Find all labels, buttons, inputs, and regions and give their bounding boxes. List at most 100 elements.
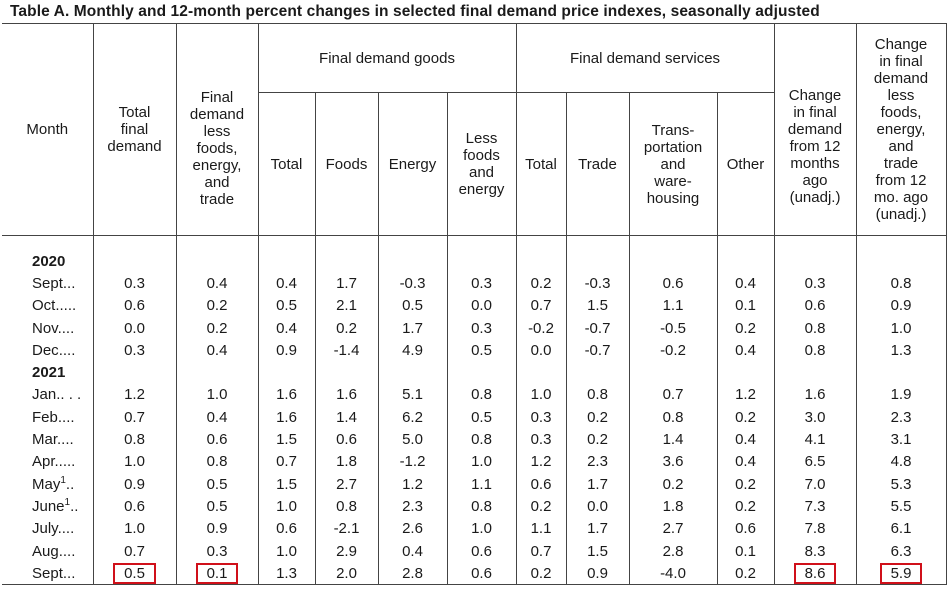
header-line: demand — [787, 121, 843, 138]
empty-cell — [628, 361, 717, 384]
value-cell: 0.6 — [257, 517, 315, 540]
header-line: Less — [465, 130, 498, 147]
value-cell: 0.8 — [628, 406, 717, 429]
table-row: July.... 1.0 0.9 0.6 -2.1 2.6 1.0 1.1 1.7 2.7 0.6 7… — [2, 517, 947, 540]
value-cell: 0.6 — [92, 495, 176, 518]
month-cell: Apr..... — [2, 451, 93, 473]
header-line: energy, — [876, 121, 926, 138]
value-cell: 2.8 — [628, 539, 717, 563]
empty-cell — [855, 361, 947, 384]
value-cell: 0.6 — [628, 272, 717, 295]
header-month: Month — [2, 23, 93, 236]
value-cell: -0.2 — [628, 339, 717, 362]
value-cell: 0.9 — [175, 517, 258, 540]
value-cell: 1.0 — [515, 383, 566, 407]
value-cell: 2.8 — [377, 562, 447, 586]
value-cell: 1.0 — [446, 450, 516, 473]
value-cell: 1.0 — [855, 316, 947, 340]
highlighted-value: 8.6 — [793, 562, 837, 584]
empty-cell — [314, 361, 378, 384]
header-line: less — [203, 123, 231, 140]
dot-leader: ..... — [54, 453, 76, 471]
header-line: demand — [873, 70, 929, 87]
value-cell: 0.2 — [175, 294, 258, 317]
table-row: Sept... 0.3 0.4 0.4 1.7 -0.3 0.3 0.2 -0.3 0.6 0.4 0… — [2, 272, 947, 295]
header-services-other: Other — [716, 92, 775, 236]
value-cell: 1.6 — [257, 383, 315, 407]
value-cell: 1.2 — [515, 450, 566, 473]
dot-leader: .... — [57, 319, 75, 337]
month-label: Jan — [32, 386, 57, 404]
header-line: portation — [643, 138, 703, 156]
header-lines: Less foods and energy — [448, 130, 516, 198]
month-label: Feb — [32, 408, 58, 426]
value-cell: 1.4 — [314, 406, 378, 429]
value-cell: 0.7 — [515, 539, 566, 563]
table-row: May1.. 0.9 0.5 1.5 2.7 1.2 1.1 0.6 1.7 0.2 0.2 7.0 5… — [2, 472, 947, 496]
empty-cell — [175, 361, 258, 384]
empty-cell — [175, 250, 258, 273]
value-cell: -1.4 — [314, 339, 378, 362]
value-cell: 6.3 — [855, 539, 947, 563]
value-cell: 1.7 — [565, 517, 629, 540]
value-cell: 0.7 — [257, 450, 315, 473]
value-cell: 0.7 — [515, 294, 566, 317]
header-line: less — [887, 87, 915, 104]
header-line: from 12 — [875, 172, 927, 189]
spacer-cell — [92, 235, 176, 250]
value-cell: 1.0 — [257, 495, 315, 518]
value-cell: 0.5 — [175, 495, 258, 518]
dot-leader: ... — [62, 564, 76, 582]
spacer-cell — [515, 235, 566, 250]
empty-cell — [515, 250, 566, 273]
header-line: and — [660, 155, 686, 173]
value-cell: 0.2 — [175, 316, 258, 340]
value-cell: 0.4 — [175, 272, 258, 295]
value-cell: 5.9 — [855, 562, 947, 586]
header-services-group: Final demand services — [515, 23, 775, 93]
value-cell: 0.3 — [92, 272, 176, 295]
value-cell: 0.0 — [92, 316, 176, 340]
value-cell: 0.8 — [446, 428, 516, 451]
value-cell: 1.8 — [314, 450, 378, 473]
month-label: June — [32, 497, 65, 515]
spacer-cell — [565, 235, 629, 250]
value-cell: -4.0 — [628, 562, 717, 586]
value-cell: 4.9 — [377, 339, 447, 362]
value-cell: 7.3 — [773, 495, 857, 518]
value-cell: 0.4 — [716, 428, 775, 451]
value-cell: 0.3 — [515, 428, 566, 451]
empty-cell — [257, 361, 315, 384]
highlighted-value: 5.9 — [879, 562, 923, 584]
month-cell: Sept... — [2, 272, 93, 294]
value-cell: 3.1 — [855, 428, 947, 451]
month-label: Oct — [32, 297, 56, 315]
header-line: Total — [118, 104, 151, 121]
value-cell: 2.1 — [314, 294, 378, 317]
header-total-final-demand: Total final demand — [92, 23, 176, 236]
value-cell: 0.2 — [716, 562, 775, 586]
value-cell: 2.0 — [314, 562, 378, 586]
value-cell: 0.3 — [175, 539, 258, 563]
value-cell: 1.5 — [565, 539, 629, 563]
header-line: demand — [107, 138, 162, 155]
empty-cell — [257, 250, 315, 273]
spacer-cell — [2, 236, 93, 251]
spacer-cell — [314, 235, 378, 250]
header-line: trade — [883, 155, 919, 172]
value-cell: 5.1 — [377, 383, 447, 407]
value-cell: 0.9 — [92, 472, 176, 496]
header-goods-foods: Foods — [314, 92, 378, 236]
header-goods-group: Final demand goods — [257, 23, 516, 93]
empty-cell — [565, 250, 629, 273]
value-cell: 0.7 — [92, 406, 176, 429]
value-cell: -0.3 — [565, 272, 629, 295]
spacer-cell — [628, 235, 717, 250]
value-cell: 0.1 — [716, 294, 775, 317]
value-cell: 2.3 — [377, 495, 447, 518]
spacer-cell — [175, 235, 258, 250]
empty-cell — [773, 361, 857, 384]
value-cell: 0.4 — [175, 339, 258, 362]
footnote-marker: 1 — [60, 474, 66, 486]
value-cell: 0.1 — [175, 562, 258, 586]
